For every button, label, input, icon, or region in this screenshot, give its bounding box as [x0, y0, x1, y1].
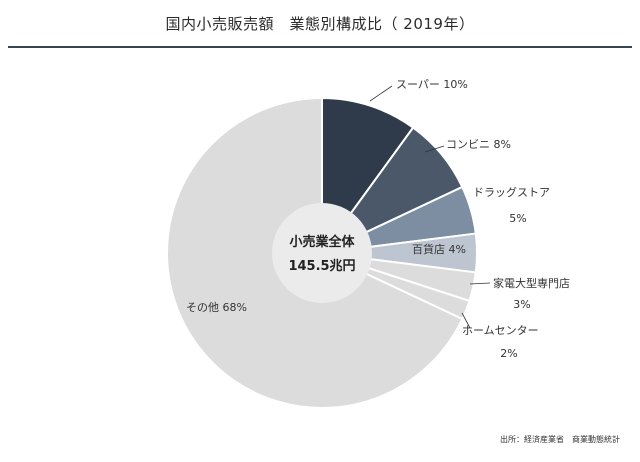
chart-title: 国内小売販売額 業態別構成比（ 2019年） — [165, 15, 475, 33]
slice-label-7: その他 68% — [186, 301, 247, 314]
slice-label-4: 百貨店 4% — [412, 242, 466, 256]
slice-label-2: コンビニ 8% — [446, 138, 511, 151]
leader-line-2 — [424, 145, 445, 153]
leader-lines — [369, 85, 491, 329]
slice-labels: スーパー 10% コンビニ 8% ドラッグストア 5% 百貨店 4% 家電大型専門店 3% ホ… — [186, 78, 570, 360]
slice-label-6: ホームセンター — [462, 324, 539, 337]
slice-value-6: 2% — [500, 347, 517, 360]
slice-value-5: 3% — [513, 298, 530, 311]
center-label-line2: 145.5兆円 — [288, 258, 355, 274]
slice-label-1: スーパー 10% — [396, 78, 468, 91]
donut-hole — [272, 203, 372, 303]
leader-line-1 — [369, 85, 393, 102]
leader-line-5 — [469, 282, 491, 285]
leader-line-6 — [461, 312, 471, 329]
title-underline — [8, 46, 632, 48]
source-note: 出所：経済産業省 商業動態統計 — [500, 434, 620, 444]
center-label-line1: 小売業全体 — [289, 234, 355, 250]
slice-label-3: ドラッグストア — [473, 185, 550, 199]
slice-label-5: 家電大型専門店 — [493, 276, 570, 290]
slice-value-3: 5% — [509, 212, 526, 225]
